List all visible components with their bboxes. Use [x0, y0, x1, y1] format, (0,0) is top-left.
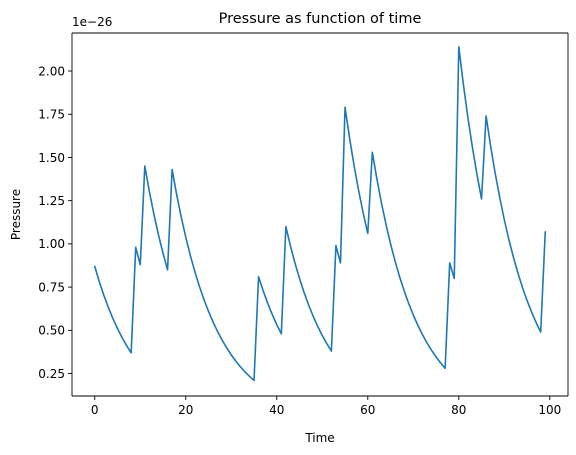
y-tick-label: 0.50: [38, 324, 65, 338]
chart-title: Pressure as function of time: [219, 11, 422, 27]
x-tick-label: 40: [269, 403, 284, 417]
x-axis-label: Time: [304, 431, 334, 445]
series-group: [93, 46, 547, 382]
y-axis-ticks: 0.25 0.50 0.75 1.00 1.25 1.50 1.75 2.00: [38, 64, 72, 381]
y-tick-label: 0.75: [38, 280, 65, 294]
x-tick-label: 80: [451, 403, 466, 417]
y-tick-label: 0.25: [38, 367, 65, 381]
y-tick-label: 1.50: [38, 151, 65, 165]
y-tick-label: 2.00: [38, 64, 65, 78]
x-tick-label: 0: [91, 403, 99, 417]
y-axis-label: Pressure: [9, 189, 23, 240]
x-tick-label: 100: [538, 403, 561, 417]
x-tick-label: 20: [178, 403, 193, 417]
x-tick-label: 60: [360, 403, 375, 417]
x-axis-ticks: 0 20 40 60 80 100: [91, 396, 561, 417]
y-tick-label: 1.75: [38, 108, 65, 122]
pressure-series-line: [93, 46, 547, 382]
y-axis-offset-label: 1e−26: [72, 15, 112, 29]
y-tick-label: 1.25: [38, 194, 65, 208]
plot-area: [72, 33, 568, 396]
spines: [71, 32, 569, 397]
y-tick-label: 1.00: [38, 237, 65, 251]
